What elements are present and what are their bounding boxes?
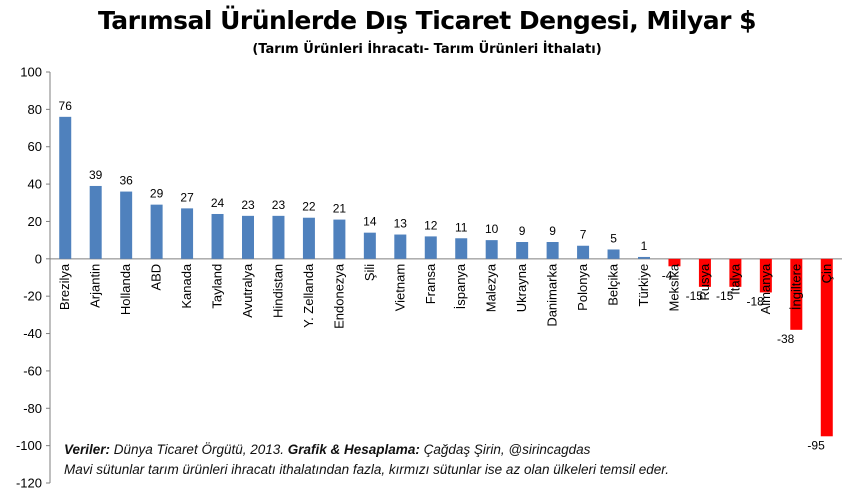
y-tick-label: -20 (23, 289, 42, 304)
bar (394, 234, 407, 259)
y-tick-label: -60 (23, 363, 42, 378)
x-tick-label: Fransa (423, 263, 438, 304)
author-text: Çağdaş Şirin, @sirincagdas (419, 442, 591, 457)
x-tick-label: Almanya (758, 263, 773, 314)
x-tick-label: Rusya (697, 263, 712, 301)
data-label: -95 (807, 438, 825, 452)
data-label: 9 (519, 224, 526, 238)
data-label: 22 (302, 200, 316, 214)
bar (363, 232, 376, 259)
x-tick-label: İngiltere (788, 264, 803, 310)
x-tick-label: Y. Zellanda (301, 263, 316, 328)
bar (546, 242, 559, 259)
data-label: 36 (119, 174, 133, 188)
bar (120, 191, 133, 259)
y-tick-label: -80 (23, 401, 42, 416)
bar (242, 215, 254, 259)
graph-label: Grafik & Hesaplama: (287, 442, 420, 457)
x-tick-label: Endonezya (331, 263, 346, 329)
data-label: 5 (610, 231, 617, 245)
bar (302, 217, 315, 259)
bar (333, 219, 346, 259)
x-tick-label: İspanya (453, 263, 468, 309)
y-tick-label: 80 (28, 102, 42, 117)
bar (729, 258, 742, 287)
y-tick-label: 40 (28, 177, 42, 192)
bar (516, 242, 529, 259)
data-label: 29 (150, 187, 164, 201)
data-label: 7 (580, 228, 587, 242)
data-label: 23 (272, 198, 286, 212)
x-tick-label: Çin (819, 264, 834, 284)
y-tick-label: -40 (23, 326, 42, 341)
source-text: Dünya Ticaret Örgütü, 2013. (110, 442, 288, 457)
source-note: Veriler: Dünya Ticaret Örgütü, 2013. Gra… (64, 442, 590, 457)
x-tick-label: Meksika (666, 263, 681, 311)
data-label: -18 (747, 294, 765, 308)
x-tick-label: Danimarka (545, 263, 560, 327)
y-tick-label: 20 (28, 214, 42, 229)
x-tick-label: Şili (362, 264, 377, 281)
x-tick-label: Kanada (179, 263, 194, 309)
x-tick-label: Tayland (210, 264, 225, 309)
bar (485, 240, 498, 259)
bar (638, 256, 650, 259)
data-label: 11 (455, 220, 468, 234)
data-label: -15 (716, 289, 734, 303)
x-tick-label: Polonya (575, 263, 590, 311)
bar (181, 208, 194, 259)
x-tick-label: Ukrayna (514, 263, 529, 312)
data-label: -38 (777, 332, 795, 346)
data-label: 23 (241, 198, 255, 212)
y-tick-label: -100 (16, 438, 42, 453)
data-label: -4 (662, 268, 673, 282)
bar (150, 204, 163, 259)
chart-subtitle: (Tarım Ürünleri İhracatı- Tarım Ürünleri… (252, 42, 602, 57)
bar (577, 245, 590, 259)
data-label: 12 (424, 218, 438, 232)
y-tick-label: 100 (20, 65, 42, 80)
bar (698, 258, 711, 287)
bar (59, 116, 72, 259)
bar (211, 213, 224, 259)
y-tick-label: -120 (16, 476, 42, 491)
data-label: 39 (89, 168, 103, 182)
color-legend-note: Mavi sütunlar tarım ürünleri ihracatı it… (64, 462, 670, 477)
data-label: 14 (363, 215, 377, 229)
bar (455, 238, 468, 259)
x-tick-label: Vietnam (392, 264, 407, 311)
source-label: Veriler: (64, 442, 111, 457)
bar (607, 249, 620, 259)
x-tick-label: Hindistan (270, 264, 285, 318)
data-label: 13 (394, 217, 408, 231)
x-tick-label: Avutralya (240, 263, 255, 318)
x-tick-label: Hollanda (118, 263, 133, 315)
chart-title: Tarımsal Ürünlerde Dış Ticaret Dengesi, … (97, 6, 757, 35)
bar (89, 185, 102, 259)
bar (759, 258, 772, 293)
data-label: 76 (59, 99, 73, 113)
x-tick-label: Türkiye (636, 264, 651, 307)
bar (272, 215, 285, 259)
data-label: 9 (549, 224, 556, 238)
x-tick-label: İtalya (727, 263, 742, 295)
data-label: 27 (180, 190, 194, 204)
bar (820, 258, 833, 437)
x-tick-label: Malezya (484, 263, 499, 312)
bar (424, 236, 437, 259)
x-tick-label: Arjantin (88, 264, 103, 308)
data-label: -15 (686, 289, 704, 303)
data-label: 1 (641, 239, 648, 253)
x-tick-label: ABD (149, 264, 164, 291)
x-tick-label: Brezilya (57, 263, 72, 310)
bar (790, 258, 803, 330)
data-label: 24 (211, 196, 225, 210)
data-label: 21 (333, 202, 347, 216)
x-tick-label: Belçika (606, 263, 621, 306)
bar (668, 258, 681, 267)
y-tick-label: 60 (28, 139, 42, 154)
y-tick-label: 0 (35, 251, 42, 266)
data-label: 10 (485, 222, 499, 236)
